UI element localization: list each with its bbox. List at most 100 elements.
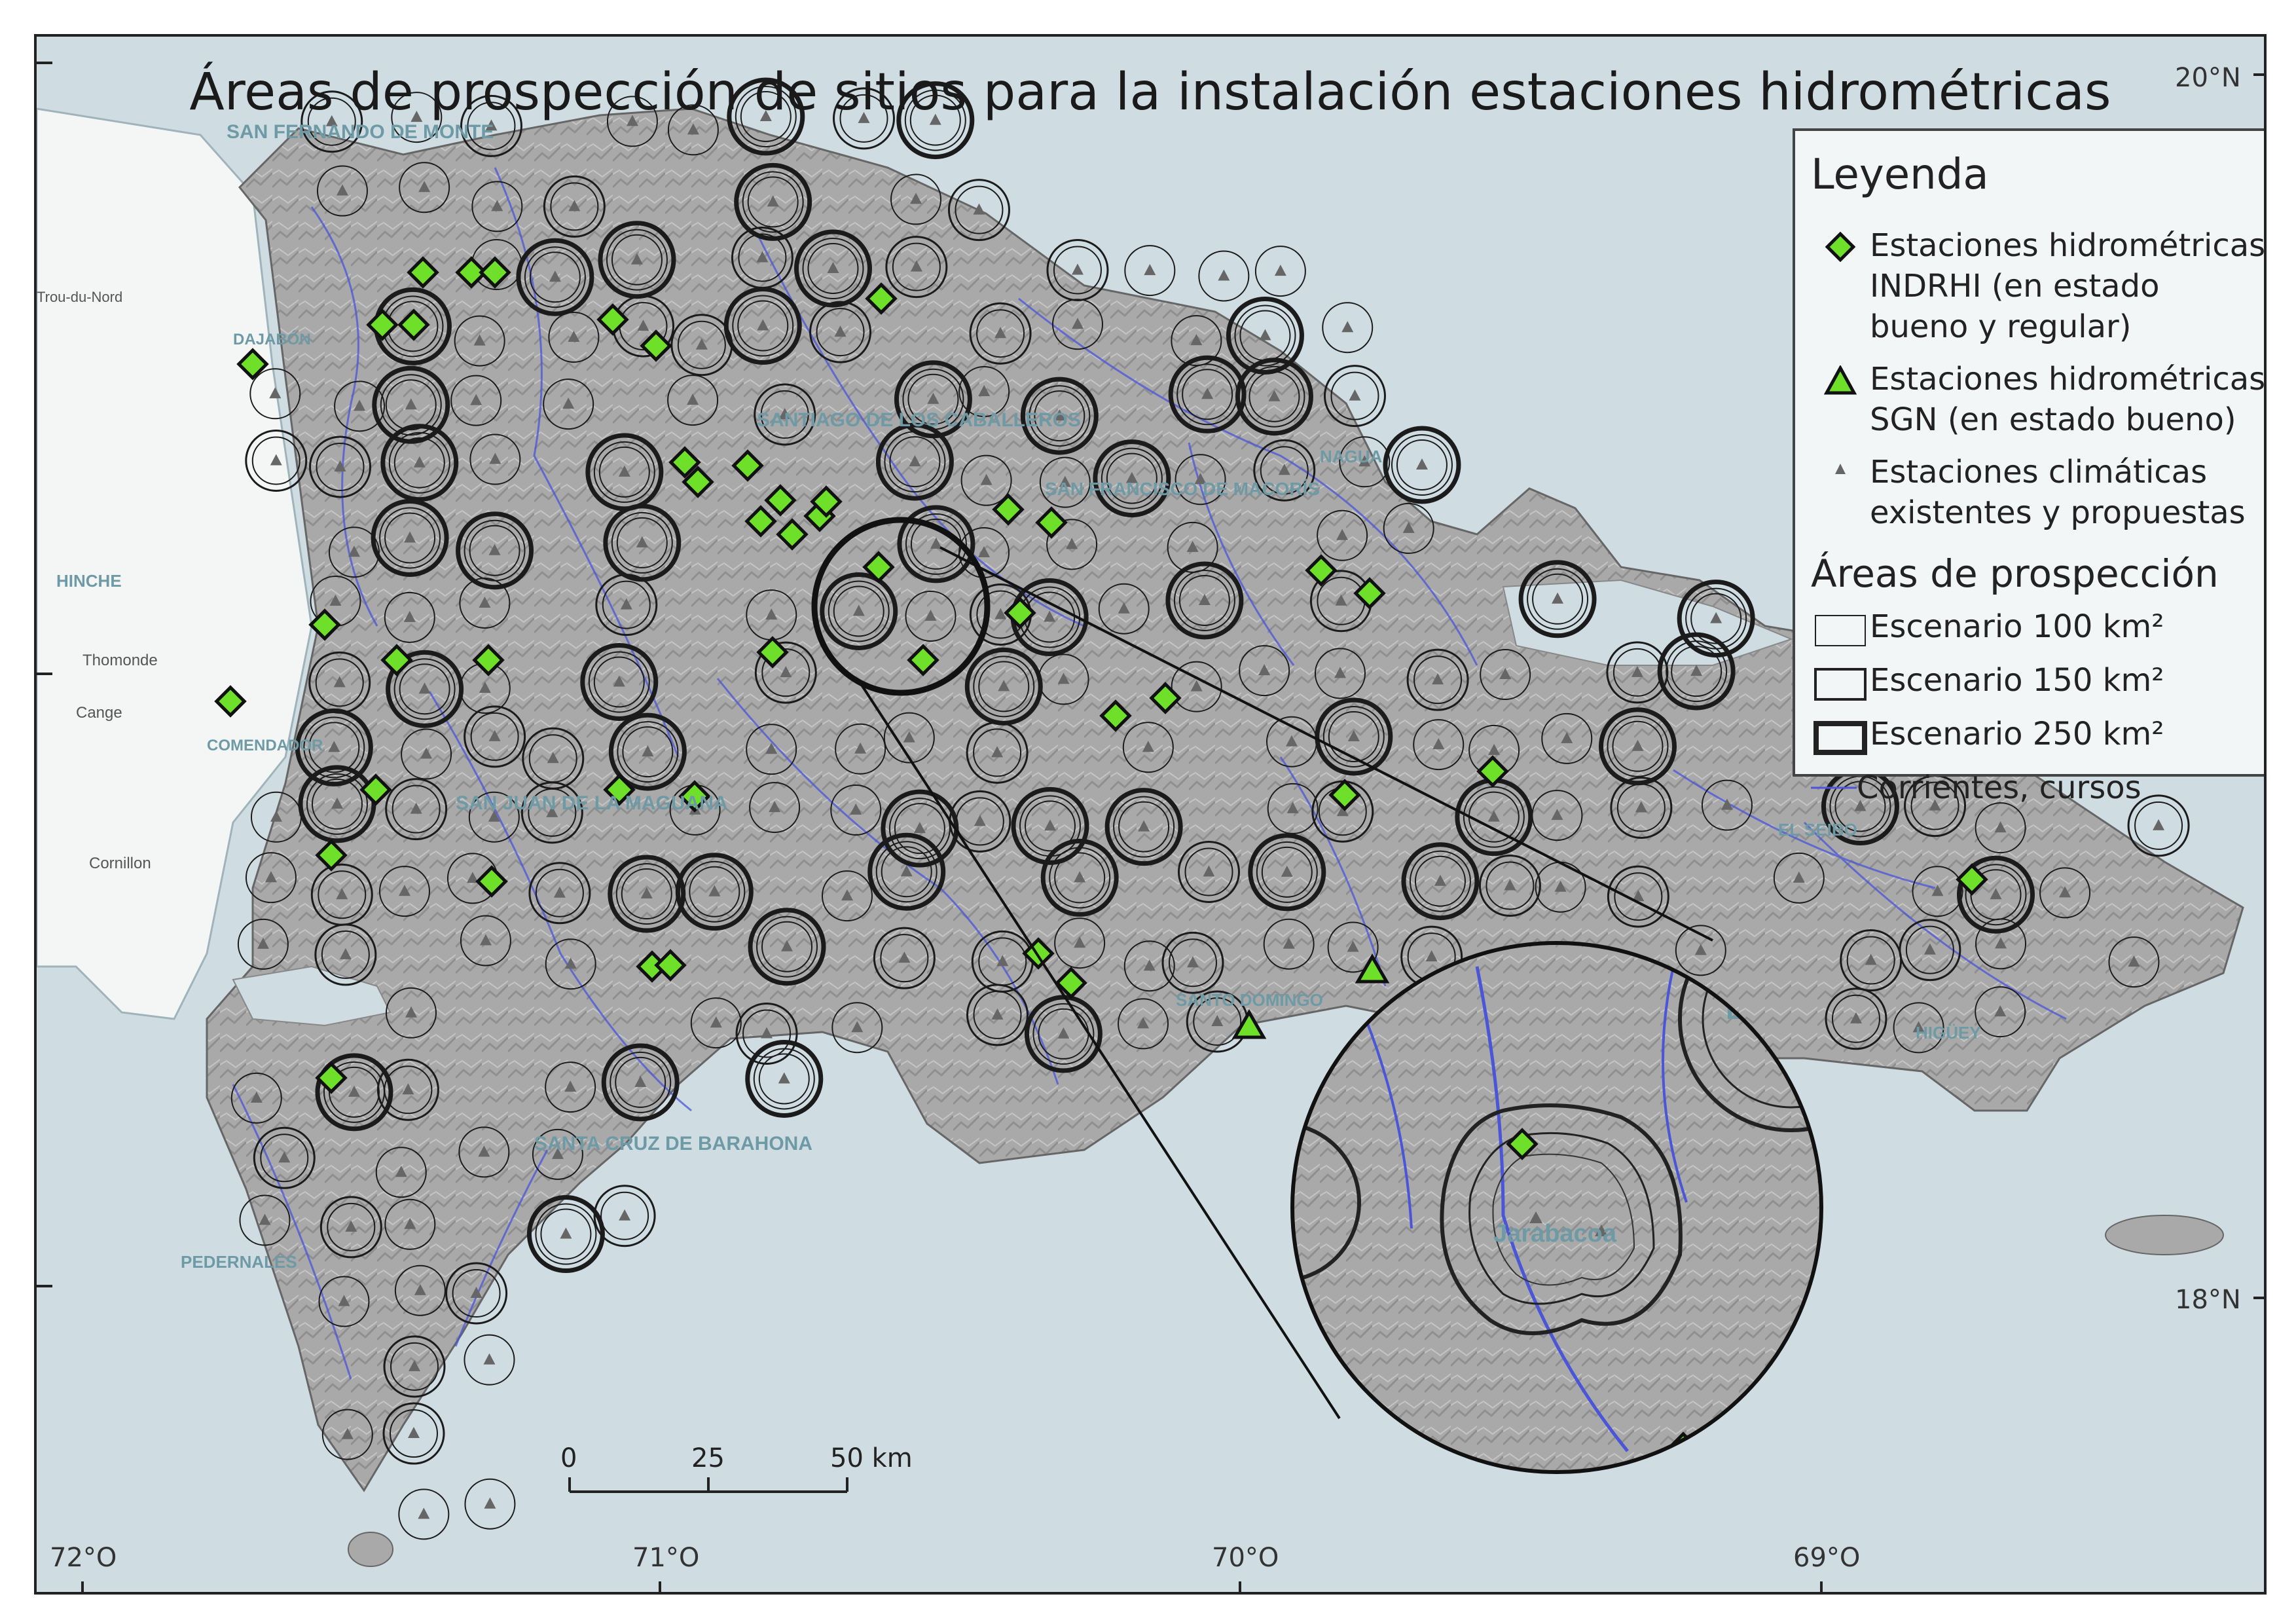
prospecting-area-circle bbox=[820, 572, 898, 650]
climate-station-marker bbox=[407, 1427, 420, 1439]
prospecting-area-circle bbox=[1261, 846, 1313, 898]
zoom-connector bbox=[860, 684, 1341, 1420]
prospecting-area-circle bbox=[802, 238, 864, 300]
climate-station-marker bbox=[1415, 458, 1428, 470]
stream-line-icon bbox=[1811, 786, 1857, 789]
climate-station-marker bbox=[1995, 937, 2007, 949]
climate-station-marker bbox=[348, 545, 360, 557]
prospecting-area-circle bbox=[593, 1185, 656, 1247]
climate-station-marker bbox=[980, 473, 993, 485]
prospecting-area-circle bbox=[1039, 456, 1091, 508]
prospecting-area-circle bbox=[1905, 925, 1954, 974]
prospecting-area-circle bbox=[1893, 1002, 1944, 1054]
climate-station-marker bbox=[250, 1091, 263, 1103]
indrhi-station-marker bbox=[366, 308, 399, 341]
prospecting-area-circle bbox=[1616, 783, 1666, 832]
climate-station-marker bbox=[1283, 937, 1295, 949]
legend-label: Escenario 100 km² bbox=[1870, 608, 2164, 645]
prospecting-area-circle bbox=[1322, 705, 1385, 767]
climate-station-marker bbox=[913, 822, 926, 834]
prospecting-area-circle bbox=[308, 722, 360, 773]
climate-station-marker bbox=[270, 454, 282, 466]
prospecting-area-circle bbox=[1315, 697, 1393, 776]
climate-station-marker bbox=[924, 610, 937, 621]
prospecting-area-circle bbox=[1118, 801, 1170, 853]
indrhi-station-marker bbox=[596, 303, 629, 336]
climate-station-marker bbox=[348, 1085, 360, 1097]
indrhi-station-marker bbox=[744, 505, 777, 538]
prospecting-area-circle bbox=[1113, 796, 1175, 858]
climate-station-marker bbox=[929, 113, 941, 125]
place-label: SANTA CRUZ DE BARAHONA bbox=[534, 1133, 812, 1154]
prospecting-area-circle bbox=[464, 705, 526, 768]
prospecting-area-circle bbox=[1235, 358, 1313, 436]
prospecting-area-circle bbox=[1263, 918, 1315, 970]
prospecting-area-circle bbox=[230, 1072, 282, 1124]
prospecting-area-circle bbox=[611, 511, 673, 574]
climate-station-marker bbox=[328, 741, 340, 752]
prospecting-area-circle bbox=[675, 853, 754, 931]
climate-station-marker bbox=[483, 1353, 496, 1365]
climate-station-marker bbox=[1631, 739, 1644, 751]
prospecting-area-circle bbox=[469, 525, 520, 576]
prospecting-area-circle bbox=[384, 1198, 436, 1250]
climate-station-marker bbox=[1118, 602, 1130, 614]
prospecting-area-circle bbox=[1975, 918, 2027, 970]
indrhi-station-marker bbox=[678, 780, 711, 813]
prospecting-area-circle bbox=[245, 852, 297, 904]
climate-station-marker bbox=[1551, 809, 1563, 821]
area-150-swatch-icon bbox=[1814, 668, 1867, 701]
map-canvas: SAN FERNANDO DE MONTE SANTIAGO DE LOS CA… bbox=[37, 62, 2264, 1592]
climate-station-marker bbox=[1142, 741, 1154, 752]
climate-station-marker bbox=[404, 1217, 416, 1229]
climate-station-marker bbox=[1053, 409, 1066, 421]
climate-station-marker bbox=[564, 957, 577, 969]
prospecting-area-circle bbox=[1846, 936, 1895, 985]
prospecting-area-circle bbox=[1532, 573, 1584, 625]
prospecting-area-circle bbox=[595, 574, 658, 637]
indrhi-station-marker bbox=[640, 329, 672, 362]
prospecting-area-circle bbox=[833, 585, 884, 637]
indrhi-station-marker bbox=[1055, 967, 1087, 999]
prospecting-area-circle bbox=[1485, 861, 1535, 910]
prospecting-area-circle bbox=[1034, 390, 1085, 442]
climate-station-marker bbox=[1057, 1027, 1070, 1039]
climate-stations-layer bbox=[250, 110, 2165, 1519]
climate-station-marker bbox=[1631, 665, 1643, 677]
climate-station-marker bbox=[759, 110, 772, 122]
prospecting-areas-layer bbox=[230, 77, 2190, 1540]
climate-station-marker bbox=[1259, 329, 1271, 341]
prospecting-area-circle bbox=[390, 1342, 439, 1391]
prospecting-area-circle bbox=[976, 309, 1025, 358]
prospecting-area-circle bbox=[239, 1194, 291, 1246]
prospecting-area-circle bbox=[1256, 841, 1318, 903]
prospecting-area-circle bbox=[1607, 865, 1669, 928]
prospecting-area-circle bbox=[973, 728, 1022, 777]
climate-station-marker bbox=[413, 456, 426, 468]
prospecting-area-circle bbox=[1168, 938, 1217, 987]
climate-station-marker bbox=[765, 743, 778, 754]
indrhi-station-marker bbox=[810, 485, 843, 518]
prospecting-area-circle bbox=[884, 431, 946, 493]
prospecting-area-circle bbox=[454, 315, 505, 367]
climate-station-marker bbox=[2059, 886, 2071, 898]
scale-label-50: 50 km bbox=[830, 1443, 913, 1473]
prospecting-area-circle bbox=[1046, 519, 1098, 570]
prospecting-area-circle bbox=[1965, 864, 2027, 926]
prospecting-area-circle bbox=[1383, 426, 1461, 504]
climate-station-marker bbox=[1125, 471, 1138, 483]
prospecting-area-circle bbox=[1975, 986, 2026, 1038]
prospecting-area-circle bbox=[1406, 648, 1469, 711]
prospecting-area-circle bbox=[1267, 783, 1319, 834]
prospecting-area-circle bbox=[960, 454, 1012, 506]
prospecting-area-circle bbox=[1314, 648, 1366, 699]
prospecting-area-circle bbox=[385, 987, 437, 1039]
climate-station-marker bbox=[404, 531, 416, 543]
climate-station-marker bbox=[479, 681, 491, 693]
prospecting-area-circle bbox=[738, 233, 787, 282]
climate-station-marker bbox=[634, 1075, 647, 1087]
prospecting-area-circle bbox=[689, 866, 740, 917]
place-label: COMENDADOR bbox=[207, 737, 323, 754]
prospecting-area-circle bbox=[809, 301, 872, 363]
climate-station-marker bbox=[909, 193, 922, 204]
